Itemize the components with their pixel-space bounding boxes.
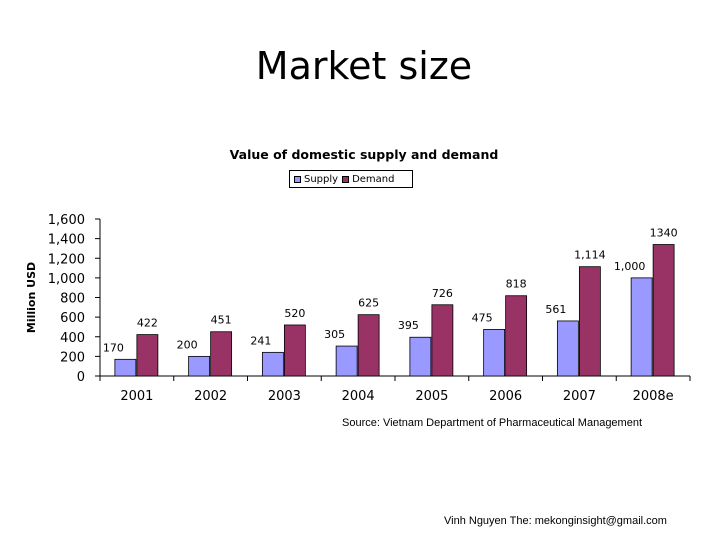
- supply-bar: [409, 336, 432, 377]
- demand-data-label: 1340: [650, 227, 678, 240]
- supply-data-label: 170: [103, 341, 124, 354]
- demand-bar: [505, 295, 528, 377]
- x-tick-label: 2004: [342, 389, 375, 404]
- x-tick-label: 2002: [194, 389, 227, 404]
- demand-data-label: 726: [432, 287, 453, 300]
- y-tick-label: 1,200: [48, 252, 85, 267]
- demand-bar: [652, 244, 675, 377]
- demand-data-label: 1,114: [574, 249, 606, 262]
- x-tick-label: 2005: [415, 389, 448, 404]
- x-tick-label: 2001: [120, 389, 153, 404]
- y-tick-label: 600: [60, 311, 85, 326]
- demand-data-label: 422: [137, 317, 158, 330]
- y-tick-label: 1,400: [48, 233, 85, 248]
- footer-credit: Vinh Nguyen The: mekonginsight@gmail.com: [444, 515, 667, 527]
- supply-data-label: 305: [324, 328, 345, 341]
- legend-swatch-supply: [294, 175, 301, 183]
- x-tick-label: 2007: [563, 389, 596, 404]
- supply-data-label: 561: [545, 303, 566, 316]
- legend-label-demand: Demand: [352, 173, 395, 185]
- demand-data-label: 625: [358, 297, 379, 310]
- legend-swatch-demand: [342, 175, 350, 183]
- supply-bar: [483, 328, 506, 377]
- demand-data-label: 451: [211, 314, 232, 327]
- supply-bar: [261, 351, 284, 377]
- x-tick-label: 2008e: [633, 389, 674, 404]
- demand-bar: [136, 334, 159, 377]
- y-tick-label: 0: [77, 370, 85, 385]
- y-tick-label: 1,600: [48, 213, 85, 228]
- supply-bar: [630, 277, 653, 377]
- demand-bar: [357, 314, 380, 377]
- legend-item-demand: Demand: [342, 173, 395, 185]
- x-tick-label: 2006: [489, 389, 522, 404]
- source-note: Source: Vietnam Department of Pharmaceut…: [342, 417, 643, 429]
- legend-item-supply: Supply: [294, 174, 338, 185]
- supply-data-label: 475: [472, 311, 493, 324]
- supply-data-label: 1,000: [614, 260, 646, 273]
- demand-bar: [431, 304, 454, 377]
- supply-bar: [188, 355, 211, 377]
- demand-data-label: 520: [284, 307, 305, 320]
- slide-title: Market size: [255, 44, 473, 88]
- chart-legend: Supply Demand: [289, 170, 413, 188]
- legend-label-supply: Supply: [304, 173, 339, 185]
- supply-data-label: 395: [398, 319, 419, 332]
- supply-bar: [114, 358, 137, 377]
- y-axis-title: Million USD: [25, 262, 38, 333]
- demand-bar: [578, 266, 601, 377]
- y-tick-label: 400: [60, 331, 85, 346]
- supply-data-label: 200: [177, 338, 198, 351]
- y-tick-label: 200: [60, 350, 85, 365]
- y-tick-label: 800: [60, 292, 85, 307]
- supply-bar: [556, 320, 579, 377]
- supply-data-label: 241: [250, 334, 271, 347]
- demand-bar: [210, 331, 233, 377]
- demand-bar: [283, 324, 306, 377]
- demand-data-label: 818: [506, 278, 527, 291]
- chart-title: Value of domestic supply and demand: [229, 147, 499, 162]
- supply-bar: [335, 345, 358, 377]
- x-tick-label: 2003: [268, 389, 301, 404]
- y-tick-label: 1,000: [48, 272, 85, 287]
